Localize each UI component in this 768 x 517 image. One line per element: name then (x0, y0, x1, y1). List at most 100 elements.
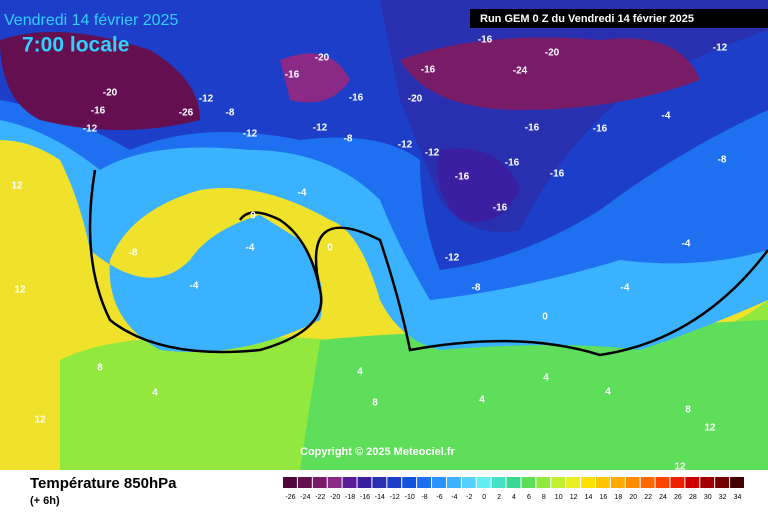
legend-label: -12 (390, 494, 400, 501)
legend-label: -26 (285, 494, 295, 501)
copyright: Copyright © 2025 Meteociel.fr (300, 446, 456, 458)
legend-label: 32 (719, 494, 727, 501)
legend-label: -18 (345, 494, 355, 501)
legend-swatch (566, 477, 581, 488)
zero-isotherm (88, 169, 768, 357)
legend-swatch (297, 477, 312, 488)
date-title: Vendredi 14 février 2025 (4, 12, 178, 29)
legend-swatch (417, 477, 432, 488)
map (0, 0, 768, 470)
legend-swatch (700, 477, 715, 488)
legend-swatch (357, 477, 372, 488)
isotherm-label: -12 (713, 43, 728, 54)
isotherm-label: -20 (545, 48, 560, 59)
legend-label: -16 (360, 494, 370, 501)
isotherm-label: -12 (199, 94, 214, 105)
legend-label: 34 (734, 494, 742, 501)
isotherm-label: -4 (298, 188, 307, 199)
isotherm-label: 12 (14, 285, 26, 296)
isotherm-label: 12 (704, 423, 716, 434)
color-legend: -26 -24 -22 -20 -18 -16 -14 -12 -10 -8 -6 -4 -2 0 2 4 6 8… (283, 477, 744, 501)
isotherm-label: 4 (152, 388, 158, 399)
isotherm-label: -20 (408, 94, 423, 105)
isotherm-label: -12 (243, 129, 258, 140)
run-box (470, 9, 768, 28)
isotherm-label: -16 (421, 65, 436, 76)
legend-label: 22 (644, 494, 652, 501)
legend-label: -4 (451, 494, 457, 501)
legend-label: -14 (375, 494, 385, 501)
isotherm-label: 4 (543, 373, 549, 384)
isotherm-label: -20 (315, 53, 330, 64)
isotherm-label: -12 (313, 123, 328, 134)
isotherm-label: -16 (285, 70, 300, 81)
legend-label: 14 (585, 494, 593, 501)
legend-swatch (446, 477, 461, 488)
legend-swatch (655, 477, 670, 488)
isotherm-label: -16 (478, 35, 493, 46)
isotherm-label: -12 (83, 124, 98, 135)
time-title: 7:00 locale (22, 34, 129, 57)
legend-label: 28 (689, 494, 697, 501)
isotherm-label: -16 (493, 203, 508, 214)
cold-core-iceland (280, 53, 350, 103)
isotherm-label: -16 (91, 106, 106, 117)
legend-label: 16 (600, 494, 608, 501)
legend-label: 24 (659, 494, 667, 501)
isotherm-label: -12 (425, 148, 440, 159)
legend-swatch (670, 477, 685, 488)
legend-swatch (372, 477, 387, 488)
legend-swatch (625, 477, 640, 488)
legend-label: -24 (300, 494, 310, 501)
legend-swatch (536, 477, 551, 488)
isotherm-label: -12 (445, 253, 460, 264)
isotherm-label: 12 (34, 415, 46, 426)
legend-swatch (432, 477, 446, 488)
isotherm-label: -8 (344, 134, 353, 145)
legend-swatch (283, 477, 297, 488)
legend-label: 4 (512, 494, 516, 501)
legend-swatch (312, 477, 327, 488)
isotherm-label: 0 (250, 211, 256, 222)
legend-swatch (491, 477, 506, 488)
legend-swatch (387, 477, 402, 488)
isotherm-label: 8 (372, 398, 378, 409)
isotherm-label: -12 (398, 140, 413, 151)
isotherm-label: -16 (505, 158, 520, 169)
isotherm-label: -8 (472, 283, 481, 294)
isotherm-label: -4 (682, 239, 691, 250)
legend-swatch (476, 477, 491, 488)
legend-label: 12 (570, 494, 578, 501)
legend-swatch (461, 477, 476, 488)
cold-core-north (400, 37, 700, 110)
legend-label: 10 (555, 494, 563, 501)
isotherm-label: -4 (190, 281, 199, 292)
legend-swatch (402, 477, 417, 488)
legend-label: -6 (436, 494, 442, 501)
legend-swatch (551, 477, 566, 488)
legend-label: 30 (704, 494, 712, 501)
legend-label: 6 (527, 494, 531, 501)
legend-label: 0 (482, 494, 486, 501)
isotherm-label: -16 (593, 124, 608, 135)
isotherm-label: 0 (542, 312, 548, 323)
legend-label: 2 (497, 494, 501, 501)
legend-label: -20 (330, 494, 340, 501)
isotherm-label: 8 (97, 363, 103, 374)
isotherm-label: -26 (179, 108, 194, 119)
legend-swatch (595, 477, 610, 488)
isotherm-label: -16 (525, 123, 540, 134)
zone-mild (300, 320, 768, 470)
isotherm-label: 4 (605, 387, 611, 398)
isotherm-label: -8 (226, 108, 235, 119)
isotherm-label: -4 (246, 243, 255, 254)
legend-swatch (730, 477, 744, 488)
isotherm-label: -16 (349, 93, 364, 104)
footer-title: Température 850hPa (30, 475, 177, 492)
legend-swatch (715, 477, 730, 488)
isotherm-label: -16 (550, 169, 565, 180)
isotherm-label: 4 (357, 367, 363, 378)
isotherm-label: -24 (513, 66, 528, 77)
isotherm-label: -16 (455, 172, 470, 183)
legend-label: 26 (674, 494, 682, 501)
